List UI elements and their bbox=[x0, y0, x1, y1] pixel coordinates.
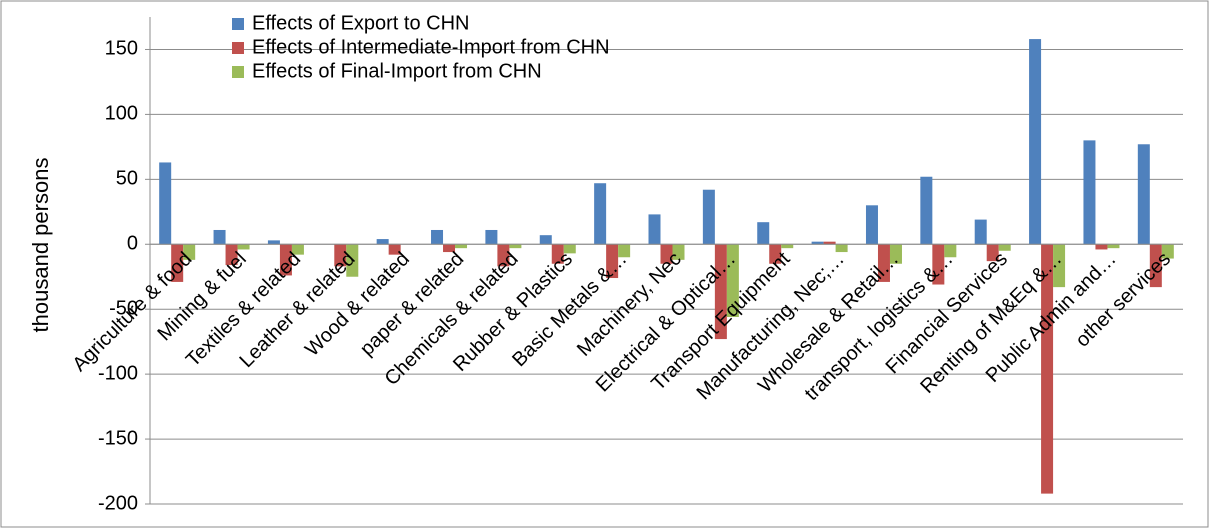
bar bbox=[974, 219, 987, 245]
bar bbox=[606, 244, 619, 279]
bar bbox=[648, 214, 661, 245]
bar bbox=[932, 244, 945, 285]
legend-swatch bbox=[232, 42, 244, 54]
bar bbox=[225, 244, 238, 266]
legend-swatch bbox=[232, 66, 244, 78]
legend-label: Effects of Export to CHN bbox=[252, 12, 470, 34]
bar bbox=[1149, 244, 1162, 288]
bar bbox=[769, 244, 782, 264]
bar bbox=[594, 183, 607, 245]
bar bbox=[455, 244, 468, 249]
bar bbox=[334, 244, 347, 267]
bar bbox=[213, 229, 226, 245]
bar bbox=[431, 229, 444, 245]
bar bbox=[920, 176, 933, 245]
bar bbox=[889, 244, 902, 264]
bar bbox=[279, 244, 292, 276]
y-tick-label: 0 bbox=[127, 233, 138, 255]
bar bbox=[485, 229, 498, 245]
bar bbox=[443, 244, 456, 253]
bar bbox=[1095, 244, 1108, 250]
bar bbox=[551, 244, 564, 264]
bar bbox=[376, 239, 389, 245]
bar bbox=[1041, 244, 1054, 494]
bar bbox=[388, 244, 401, 255]
bar bbox=[1053, 244, 1066, 288]
bar bbox=[1137, 144, 1150, 245]
y-tick-label: -200 bbox=[98, 492, 138, 514]
bar bbox=[877, 244, 890, 282]
bar bbox=[702, 189, 715, 245]
bar bbox=[823, 241, 836, 245]
bar bbox=[291, 244, 304, 255]
legend-swatch bbox=[232, 18, 244, 30]
bar bbox=[714, 244, 727, 340]
bar bbox=[781, 244, 794, 249]
bar bbox=[865, 205, 878, 245]
bar bbox=[1107, 244, 1120, 249]
bar bbox=[811, 241, 824, 245]
bar bbox=[998, 244, 1011, 251]
bar bbox=[159, 162, 172, 245]
bar bbox=[660, 244, 673, 264]
bar bbox=[944, 244, 957, 258]
legend-label: Effects of Final-Import from CHN bbox=[252, 60, 542, 82]
y-tick-label: -50 bbox=[109, 297, 138, 319]
bar bbox=[757, 222, 770, 245]
bar bbox=[539, 235, 552, 245]
bar bbox=[237, 244, 250, 250]
bar bbox=[1029, 39, 1042, 245]
bar bbox=[1083, 140, 1096, 245]
bar bbox=[986, 244, 999, 262]
bar bbox=[1161, 244, 1174, 259]
legend-label: Effects of Intermediate-Import from CHN bbox=[252, 36, 610, 58]
y-tick-label: -100 bbox=[98, 362, 138, 384]
y-axis-title: thousand persons bbox=[28, 158, 53, 333]
bar bbox=[497, 244, 510, 267]
bar bbox=[509, 244, 522, 249]
bar bbox=[346, 244, 359, 277]
bar bbox=[171, 244, 184, 282]
bar bbox=[726, 244, 739, 317]
bar bbox=[267, 240, 280, 245]
y-tick-label: 50 bbox=[116, 168, 138, 190]
bar bbox=[183, 244, 196, 260]
bar bbox=[618, 244, 631, 258]
bar bbox=[672, 244, 685, 260]
y-tick-label: -150 bbox=[98, 427, 138, 449]
y-tick-label: 150 bbox=[105, 38, 138, 60]
y-tick-label: 100 bbox=[105, 103, 138, 125]
bar bbox=[563, 244, 576, 254]
bar bbox=[835, 244, 848, 253]
